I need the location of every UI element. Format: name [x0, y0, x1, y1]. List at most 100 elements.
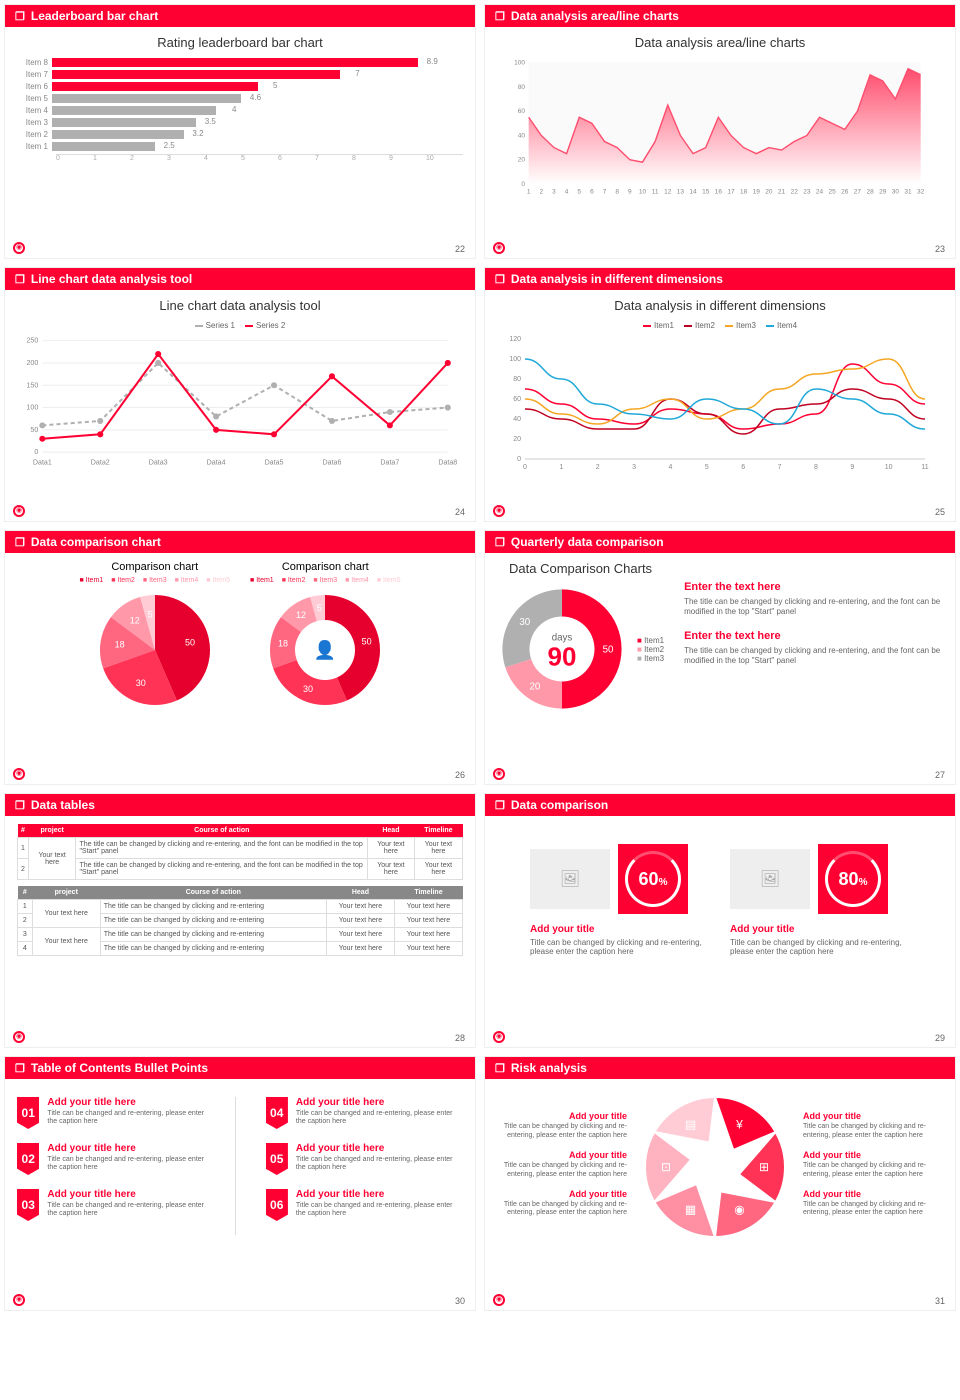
page-number: 30 [455, 1296, 465, 1306]
svg-text:17: 17 [727, 188, 735, 195]
table-cell: The title can be changed by clicking and… [100, 914, 326, 928]
bar-row: Item 1 2.5 [17, 142, 463, 151]
risk-title: Add your title [803, 1111, 933, 1121]
chart-title: Data Comparison Charts [497, 561, 664, 576]
card-text: Title can be changed by clicking and re-… [730, 938, 910, 956]
bar-label: Item 1 [17, 142, 52, 151]
table-cell: The title can be changed by clicking and… [100, 900, 326, 914]
pie-column: Comparison chartItem1Item2Item3Item4Item… [250, 561, 401, 715]
page-number: 28 [455, 1033, 465, 1043]
svg-text:Data5: Data5 [265, 458, 284, 466]
legend-item: Item3 [313, 577, 337, 584]
page-number: 23 [935, 244, 945, 254]
toc-item: 01Add your title hereTitle can be change… [17, 1097, 215, 1129]
svg-text:10: 10 [639, 188, 647, 195]
svg-text:0: 0 [34, 448, 38, 456]
image-placeholder-icon: 🖼 [530, 849, 610, 909]
page-number: 24 [455, 507, 465, 517]
svg-text:Data7: Data7 [380, 458, 399, 466]
risk-title: Add your title [803, 1150, 933, 1160]
slide: Table of Contents Bullet Points01Add you… [4, 1056, 476, 1311]
svg-text:19: 19 [753, 188, 761, 195]
table-header: Head [368, 824, 415, 838]
svg-text:12: 12 [130, 616, 140, 626]
pie-chart: 503018125 [95, 590, 215, 710]
risk-text: Title can be changed by clicking and re-… [497, 1201, 627, 1218]
legend-item: Item5 [206, 577, 230, 584]
svg-text:7: 7 [778, 464, 782, 471]
svg-text:60: 60 [513, 396, 521, 403]
text-body: The title can be changed by clicking and… [684, 597, 943, 618]
svg-text:Data3: Data3 [149, 458, 168, 466]
table-header: Course of action [76, 824, 368, 838]
logo-icon [493, 1031, 505, 1043]
bar-label: Item 6 [17, 82, 52, 91]
slide-header: Data comparison chart [5, 531, 475, 553]
table-row: 1Your text hereThe title can be changed … [18, 838, 463, 859]
comparison-card: 🖼60%Add your titleTitle can be changed b… [530, 844, 710, 956]
toc-title: Add your title here [47, 1189, 214, 1200]
legend-item: ■ Item3 [637, 654, 664, 663]
bar-label: Item 7 [17, 70, 52, 79]
legend-item: Series 2 [245, 321, 285, 330]
x-axis: 012345678910 [56, 154, 463, 162]
logo-icon [13, 505, 25, 517]
bar-label: Item 4 [17, 106, 52, 115]
table-cell: Your text here [414, 838, 462, 859]
svg-text:50: 50 [362, 636, 372, 646]
svg-text:4: 4 [669, 464, 673, 471]
bar-fill: 8.9 [52, 58, 418, 67]
table-cell: 1 [18, 838, 29, 859]
toc-item: 04Add your title hereTitle can be change… [266, 1097, 464, 1129]
area-chart: 0204060801001234567891011121314151617181… [497, 58, 943, 198]
svg-text:30: 30 [135, 678, 145, 688]
svg-text:25: 25 [829, 188, 837, 195]
svg-text:11: 11 [921, 464, 928, 471]
legend: Item1Item2Item3Item4 [497, 321, 943, 330]
bar-fill: 5 [52, 82, 258, 91]
pie-title: Comparison chart [79, 561, 230, 573]
slide: Line chart data analysis toolLine chart … [4, 267, 476, 522]
toc-badge: 03 [17, 1189, 39, 1221]
slide-body: Add your title Title can be changed by cl… [485, 1079, 955, 1299]
pie-legend: Item1Item2Item3Item4Item5 [250, 577, 401, 584]
svg-text:27: 27 [854, 188, 862, 195]
slide-header: Leaderboard bar chart [5, 5, 475, 27]
svg-text:⊞: ⊞ [759, 1160, 769, 1174]
text-heading: Enter the text here [684, 630, 943, 642]
svg-text:21: 21 [778, 188, 786, 195]
comparison-row: 🖼60%Add your titleTitle can be changed b… [497, 844, 943, 956]
svg-text:50: 50 [185, 638, 195, 648]
table-row: 2The title can be changed by clicking an… [18, 859, 463, 880]
donut-legend: ■ Item1■ Item2■ Item3 [637, 636, 664, 663]
toc-title: Add your title here [296, 1097, 463, 1108]
table-cell: Your text here [394, 942, 462, 956]
page-number: 29 [935, 1033, 945, 1043]
text-heading: Enter the text here [684, 581, 943, 593]
svg-text:5: 5 [705, 464, 709, 471]
svg-text:31: 31 [904, 188, 912, 195]
svg-text:3: 3 [632, 464, 636, 471]
table-cell: Your text here [326, 900, 394, 914]
legend-item: Item4 [766, 321, 797, 330]
line-chart: 050100150200250Data1Data2Data3Data4Data5… [17, 334, 463, 474]
table-cell: Your text here [32, 928, 100, 956]
logo-icon [493, 1294, 505, 1306]
svg-text:◉: ◉ [734, 1202, 744, 1216]
table-cell: 1 [18, 900, 33, 914]
bar-value: 8.9 [427, 57, 438, 66]
bar-value: 4 [232, 105, 236, 114]
bar-fill: 3.5 [52, 118, 196, 127]
svg-text:80: 80 [518, 84, 526, 91]
logo-icon [13, 768, 25, 780]
svg-text:Data1: Data1 [33, 458, 52, 466]
svg-text:6: 6 [741, 464, 745, 471]
slide-body: Rating leaderboard bar chartItem 88.9Ite… [5, 27, 475, 247]
table-cell: Your text here [394, 914, 462, 928]
risk-item: Add your titleTitle can be changed by cl… [803, 1111, 933, 1140]
legend-item: Item4 [345, 577, 369, 584]
bar-fill: 7 [52, 70, 340, 79]
svg-text:Data8: Data8 [438, 458, 457, 466]
bar-value: 2.5 [164, 141, 175, 150]
slide-header: Line chart data analysis tool [5, 268, 475, 290]
